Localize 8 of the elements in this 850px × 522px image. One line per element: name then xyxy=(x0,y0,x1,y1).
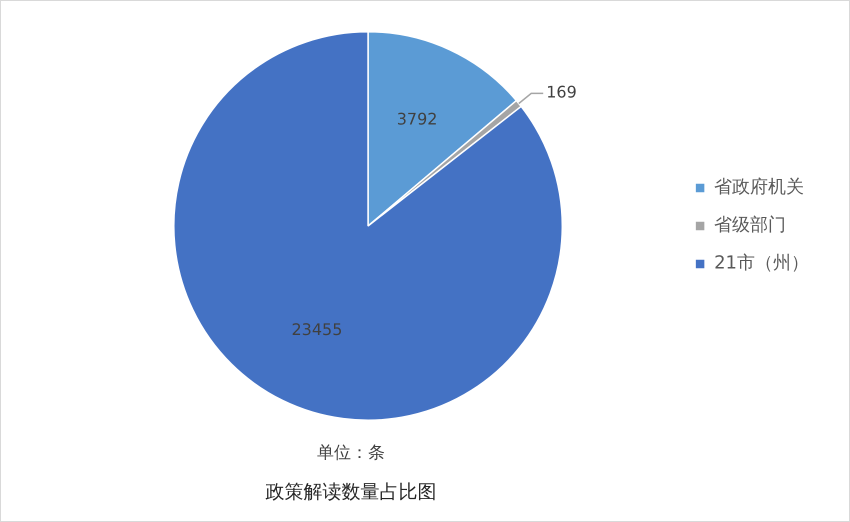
data-label: 169 xyxy=(546,82,577,102)
legend-label: 省级部门 xyxy=(714,214,786,236)
text: 政策解读数量占比图 xyxy=(264,480,438,505)
legend-label: 省政府机关 xyxy=(714,176,804,198)
data-label: 23455 xyxy=(291,320,342,339)
text: 单位：条 xyxy=(316,442,386,464)
data-label: 3792 xyxy=(396,109,438,128)
legend-label: 21市（州） xyxy=(714,252,809,274)
